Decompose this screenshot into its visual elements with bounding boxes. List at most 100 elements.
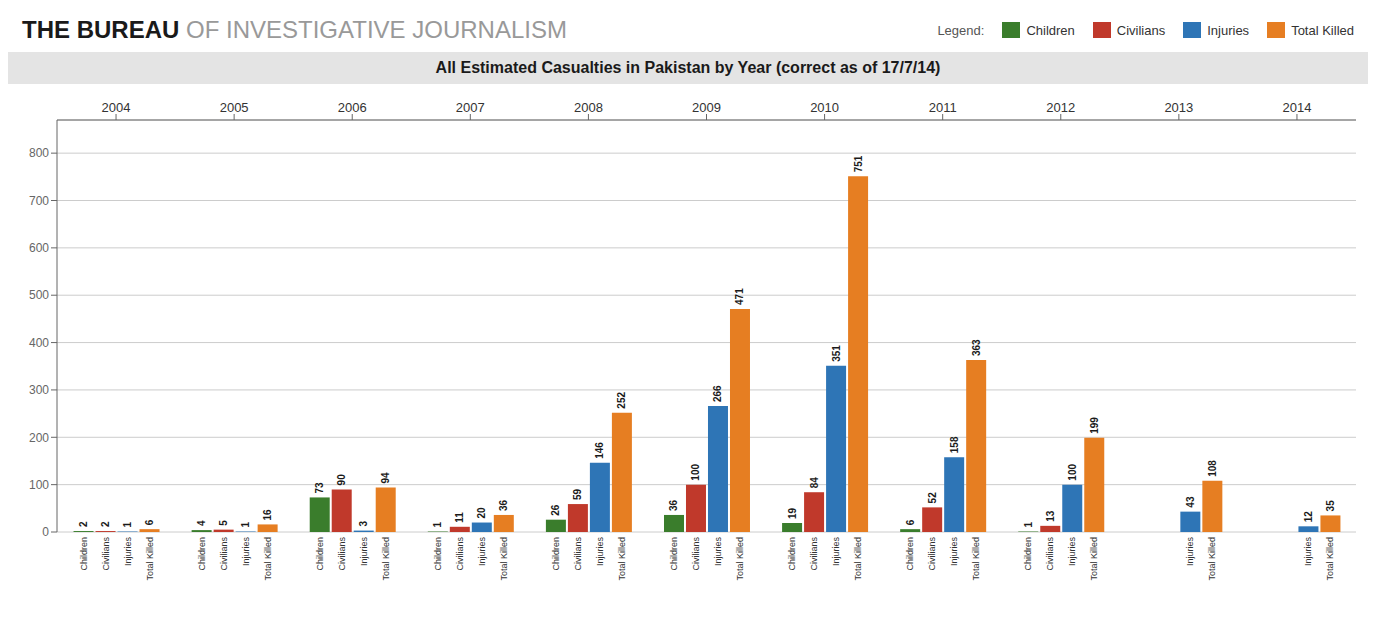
svg-text:1: 1 (432, 522, 443, 528)
svg-text:2010: 2010 (810, 100, 839, 115)
svg-text:Total Killed: Total Killed (1089, 537, 1099, 581)
svg-text:43: 43 (1185, 496, 1196, 508)
svg-text:Children: Children (433, 537, 443, 571)
svg-text:Total Killed: Total Killed (1207, 537, 1217, 581)
svg-text:Total Killed: Total Killed (617, 537, 627, 581)
svg-text:199: 199 (1089, 417, 1100, 434)
svg-text:20: 20 (476, 507, 487, 519)
svg-text:363: 363 (971, 339, 982, 356)
svg-text:Civilians: Civilians (455, 537, 465, 571)
svg-text:2009: 2009 (692, 100, 721, 115)
svg-text:Civilians: Civilians (337, 537, 347, 571)
svg-text:Injuries: Injuries (949, 537, 959, 567)
svg-text:2005: 2005 (220, 100, 249, 115)
svg-text:Injuries: Injuries (359, 537, 369, 567)
svg-text:Civilians: Civilians (1045, 537, 1055, 571)
svg-text:Injuries: Injuries (1303, 537, 1313, 567)
svg-text:Injuries: Injuries (713, 537, 723, 567)
svg-text:13: 13 (1045, 510, 1056, 522)
svg-text:Civilians: Civilians (219, 537, 229, 571)
svg-text:90: 90 (336, 474, 347, 486)
svg-text:Children: Children (551, 537, 561, 571)
svg-text:2004: 2004 (102, 100, 131, 115)
svg-text:36: 36 (498, 499, 509, 511)
svg-text:252: 252 (616, 392, 627, 409)
svg-text:94: 94 (380, 472, 391, 484)
svg-text:Injuries: Injuries (241, 537, 251, 567)
svg-text:Injuries: Injuries (477, 537, 487, 567)
svg-text:351: 351 (831, 345, 842, 362)
svg-text:266: 266 (712, 385, 723, 402)
svg-text:59: 59 (572, 488, 583, 500)
svg-text:12: 12 (1303, 511, 1314, 523)
svg-text:Children: Children (787, 537, 797, 571)
svg-text:Children: Children (1023, 537, 1033, 571)
svg-text:751: 751 (853, 155, 864, 172)
svg-text:11: 11 (454, 512, 465, 523)
svg-text:158: 158 (949, 436, 960, 453)
svg-text:2014: 2014 (1282, 100, 1311, 115)
svg-text:6: 6 (144, 519, 155, 525)
svg-text:2: 2 (100, 521, 111, 527)
svg-text:Total Killed: Total Killed (735, 537, 745, 581)
svg-text:Civilians: Civilians (927, 537, 937, 571)
svg-text:100: 100 (1067, 464, 1078, 481)
svg-text:6: 6 (905, 519, 916, 525)
svg-text:Injuries: Injuries (1067, 537, 1077, 567)
svg-text:Total Killed: Total Killed (1325, 537, 1335, 581)
svg-text:19: 19 (787, 507, 798, 519)
svg-text:1: 1 (1023, 522, 1034, 528)
svg-text:Total Killed: Total Killed (971, 537, 981, 581)
svg-text:0: 0 (42, 525, 49, 539)
svg-text:2012: 2012 (1046, 100, 1075, 115)
svg-text:1: 1 (240, 522, 251, 528)
svg-text:Total Killed: Total Killed (853, 537, 863, 581)
svg-text:700: 700 (29, 194, 49, 208)
svg-text:100: 100 (29, 478, 49, 492)
svg-text:1: 1 (122, 522, 133, 528)
svg-text:300: 300 (29, 383, 49, 397)
svg-text:471: 471 (734, 288, 745, 305)
svg-text:100: 100 (690, 464, 701, 481)
svg-text:52: 52 (927, 492, 938, 504)
svg-text:108: 108 (1207, 460, 1218, 477)
svg-text:2011: 2011 (929, 100, 957, 115)
svg-text:Total Killed: Total Killed (145, 537, 155, 581)
svg-text:Total Killed: Total Killed (499, 537, 509, 581)
svg-text:73: 73 (314, 482, 325, 494)
svg-text:Children: Children (79, 537, 89, 571)
svg-text:Civilians: Civilians (101, 537, 111, 571)
svg-text:26: 26 (550, 504, 561, 516)
svg-text:Civilians: Civilians (691, 537, 701, 571)
svg-text:200: 200 (29, 431, 49, 445)
svg-text:2: 2 (78, 521, 89, 527)
svg-text:2013: 2013 (1164, 100, 1193, 115)
svg-text:800: 800 (29, 146, 49, 160)
svg-text:2007: 2007 (456, 100, 485, 115)
svg-text:2008: 2008 (574, 100, 603, 115)
svg-text:Civilians: Civilians (809, 537, 819, 571)
svg-text:500: 500 (29, 288, 49, 302)
svg-text:Children: Children (315, 537, 325, 571)
svg-text:Injuries: Injuries (831, 537, 841, 567)
svg-text:146: 146 (594, 442, 605, 459)
svg-text:3: 3 (358, 521, 369, 527)
svg-text:5: 5 (218, 520, 229, 526)
svg-text:Children: Children (905, 537, 915, 571)
svg-text:4: 4 (196, 520, 207, 526)
svg-text:35: 35 (1325, 500, 1336, 512)
svg-text:Total Killed: Total Killed (263, 537, 273, 581)
svg-text:Injuries: Injuries (1185, 537, 1195, 567)
svg-text:36: 36 (668, 499, 679, 511)
svg-text:Injuries: Injuries (595, 537, 605, 567)
svg-text:600: 600 (29, 241, 49, 255)
svg-text:84: 84 (809, 477, 820, 489)
svg-text:16: 16 (262, 509, 273, 521)
svg-text:Injuries: Injuries (123, 537, 133, 567)
svg-text:400: 400 (29, 336, 49, 350)
svg-text:Children: Children (669, 537, 679, 571)
svg-text:2006: 2006 (338, 100, 367, 115)
svg-text:Civilians: Civilians (573, 537, 583, 571)
svg-text:Total Killed: Total Killed (381, 537, 391, 581)
svg-text:Children: Children (197, 537, 207, 571)
